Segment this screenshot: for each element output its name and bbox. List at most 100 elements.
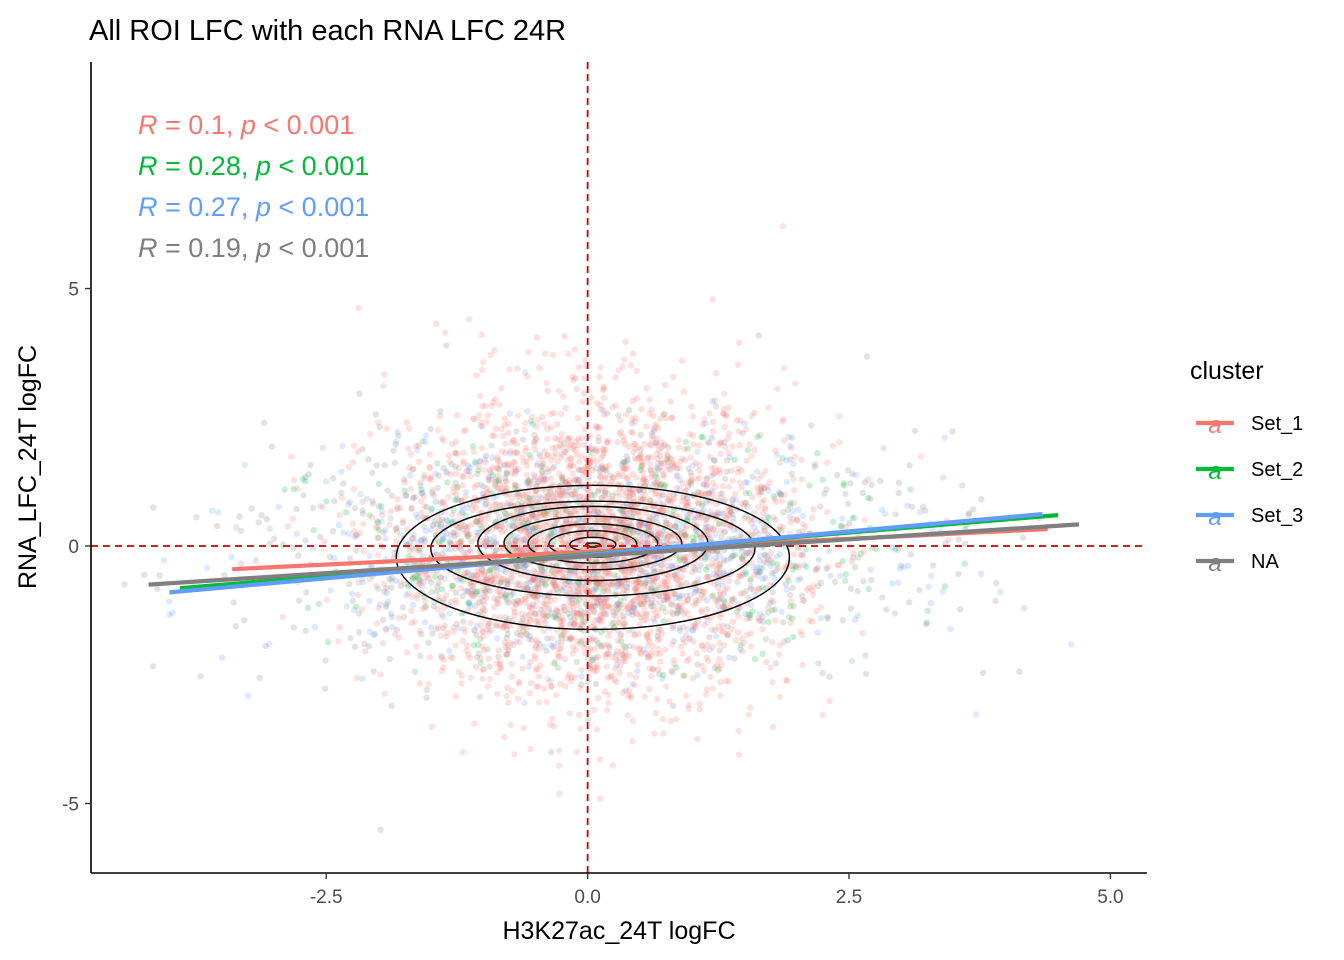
point <box>785 433 792 440</box>
point <box>302 627 309 634</box>
point <box>652 424 659 431</box>
point <box>600 407 607 414</box>
point <box>438 435 446 442</box>
point <box>488 432 496 439</box>
point <box>531 476 539 483</box>
point <box>262 642 269 650</box>
point <box>522 612 529 619</box>
point <box>374 534 381 541</box>
point <box>717 692 724 699</box>
point <box>536 364 543 372</box>
point <box>453 412 461 419</box>
point <box>644 455 651 462</box>
point <box>567 613 574 621</box>
point <box>681 672 688 679</box>
point <box>290 477 298 484</box>
point <box>783 478 791 486</box>
point <box>310 527 318 534</box>
point <box>538 468 546 475</box>
point <box>533 642 540 649</box>
point <box>524 494 531 501</box>
point <box>650 565 657 572</box>
point <box>747 577 754 585</box>
point <box>825 548 833 555</box>
point <box>747 575 754 583</box>
point <box>657 415 664 422</box>
point <box>510 598 517 606</box>
point <box>492 483 499 490</box>
point <box>388 492 396 499</box>
point <box>694 448 701 456</box>
point <box>662 481 669 489</box>
point <box>595 695 602 702</box>
point <box>526 592 533 599</box>
point <box>728 508 735 516</box>
point <box>562 580 569 587</box>
point <box>452 449 459 456</box>
point <box>452 596 459 604</box>
point <box>398 532 405 539</box>
point <box>616 619 623 627</box>
point <box>767 664 774 671</box>
point <box>637 451 644 458</box>
point <box>776 693 783 701</box>
point <box>709 296 716 303</box>
point <box>536 640 543 648</box>
point <box>868 481 875 488</box>
point <box>661 441 669 448</box>
point <box>664 593 671 601</box>
point <box>517 632 524 639</box>
point <box>548 609 555 616</box>
point <box>418 536 425 543</box>
point <box>494 596 501 603</box>
point <box>676 595 683 602</box>
point <box>606 556 613 563</box>
point <box>358 606 366 613</box>
point <box>695 442 703 449</box>
point <box>349 597 357 604</box>
point <box>439 532 446 539</box>
point <box>575 580 583 588</box>
point <box>446 540 454 547</box>
point <box>742 489 749 497</box>
point <box>478 331 485 338</box>
point <box>700 434 707 441</box>
point <box>744 479 751 486</box>
point <box>635 646 643 653</box>
point <box>651 568 658 575</box>
point <box>708 487 715 494</box>
point <box>452 463 459 470</box>
point <box>336 512 343 519</box>
point <box>481 502 488 509</box>
point <box>529 528 537 535</box>
point <box>637 532 644 539</box>
point <box>955 536 963 543</box>
point <box>678 582 685 589</box>
point <box>689 569 696 576</box>
point <box>731 655 738 662</box>
point <box>397 578 405 585</box>
point <box>660 596 668 604</box>
point <box>784 637 791 644</box>
point <box>349 459 357 466</box>
point <box>516 599 523 607</box>
point <box>684 483 692 490</box>
point <box>679 523 686 530</box>
point <box>861 479 869 486</box>
point <box>522 516 530 523</box>
point <box>442 516 450 523</box>
point <box>503 470 510 477</box>
point <box>410 494 417 502</box>
point <box>350 442 358 449</box>
point <box>759 613 766 620</box>
point <box>658 439 665 446</box>
point <box>621 465 628 472</box>
point <box>637 579 644 587</box>
point <box>749 608 756 615</box>
point <box>621 356 628 363</box>
legend-title: cluster <box>1190 357 1264 385</box>
point <box>596 401 604 409</box>
point <box>391 631 399 638</box>
point <box>653 574 661 581</box>
point <box>552 691 560 699</box>
